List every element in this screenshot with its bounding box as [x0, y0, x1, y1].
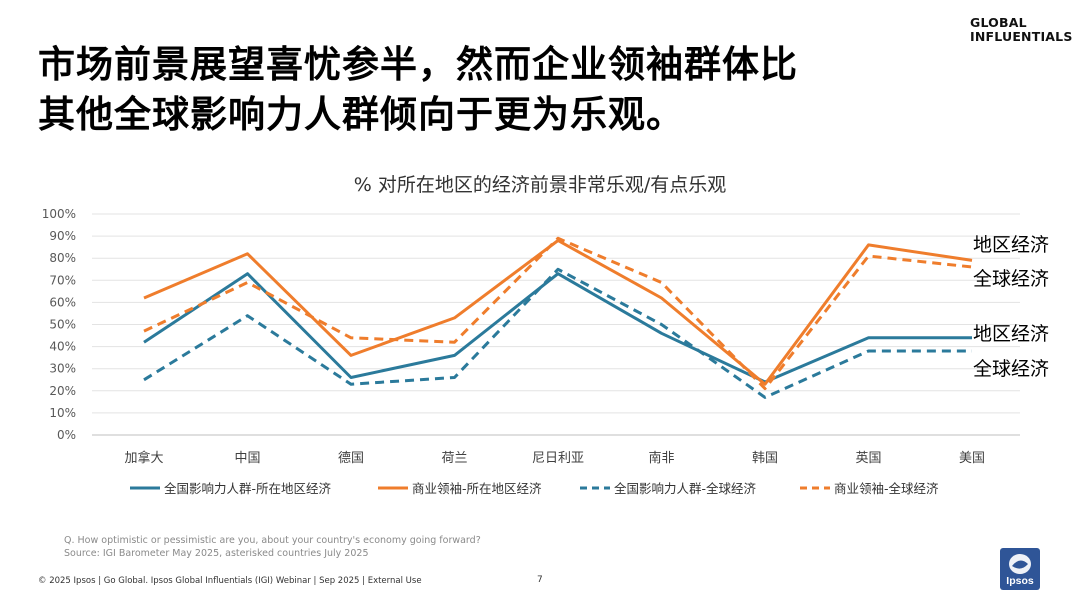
y-tick-label: 80%: [49, 251, 76, 265]
end-label: 地区经济: [973, 234, 1049, 256]
y-tick-label: 70%: [49, 273, 76, 287]
ipsos-emblem-icon: [1009, 554, 1031, 574]
y-tick-label: 50%: [49, 318, 76, 332]
y-tick-label: 30%: [49, 362, 76, 376]
x-tick-label: 加拿大: [124, 450, 163, 466]
slide-title-line-1: 市场前景展望喜忧参半，然而企业领袖群体比: [38, 43, 798, 86]
slide-title: 市场前景展望喜忧参半，然而企业领袖群体比 其他全球影响力人群倾向于更为乐观。: [38, 40, 798, 140]
series-line-1: [143, 272, 972, 384]
y-tick-label: 10%: [49, 406, 76, 420]
legend-label: 商业领袖-所在地区经济: [412, 481, 542, 496]
source-note: Source: IGI Barometer May 2025, asterisk…: [64, 548, 369, 559]
x-tick-label: 尼日利亚: [532, 451, 584, 466]
brand-line-1: GLOBAL: [970, 15, 1027, 30]
question-note: Q. How optimistic or pessimistic are you…: [64, 535, 481, 546]
brand-line-2: INFLUENTIALS: [970, 29, 1073, 44]
end-label: 地区经济: [973, 323, 1049, 345]
series-line-2: [143, 239, 973, 386]
chart-note: Q. How optimistic or pessimistic are you…: [64, 534, 481, 560]
legend-label: 商业领袖-全球经济: [834, 481, 939, 496]
series-line-4: [143, 236, 973, 391]
x-tick-label: 德国: [338, 451, 364, 466]
y-tick-label: 60%: [49, 295, 76, 309]
y-tick-label: 100%: [42, 207, 76, 221]
ipsos-logo-text: Ipsos: [1006, 575, 1034, 587]
y-tick-label: 0%: [57, 428, 76, 442]
y-tick-label: 40%: [49, 340, 76, 354]
x-tick-label: 南非: [648, 450, 674, 466]
chart-title: % 对所在地区的经济前景非常乐观/有点乐观: [353, 174, 727, 196]
end-label: 全球经济: [973, 268, 1049, 290]
slide-title-line-2: 其他全球影响力人群倾向于更为乐观。: [38, 93, 684, 136]
end-label: 全球经济: [973, 358, 1049, 380]
footer-text: © 2025 Ipsos | Go Global. Ipsos Global I…: [38, 576, 422, 586]
x-tick-label: 英国: [855, 451, 881, 466]
x-tick-label: 中国: [234, 451, 260, 466]
x-tick-label: 美国: [959, 451, 985, 466]
brand-logo: GLOBAL INFLUENTIALS: [970, 16, 1073, 44]
legend-label: 全国影响力人群-所在地区经济: [164, 481, 332, 496]
y-tick-label: 20%: [49, 384, 76, 398]
series-line-3: [143, 267, 972, 399]
ipsos-logo: Ipsos: [1000, 548, 1040, 590]
x-tick-label: 韩国: [752, 451, 778, 466]
x-tick-label: 荷兰: [441, 451, 467, 466]
legend-label: 全国影响力人群-全球经济: [614, 481, 757, 496]
page-number: 7: [537, 575, 543, 585]
y-tick-label: 90%: [49, 229, 76, 243]
